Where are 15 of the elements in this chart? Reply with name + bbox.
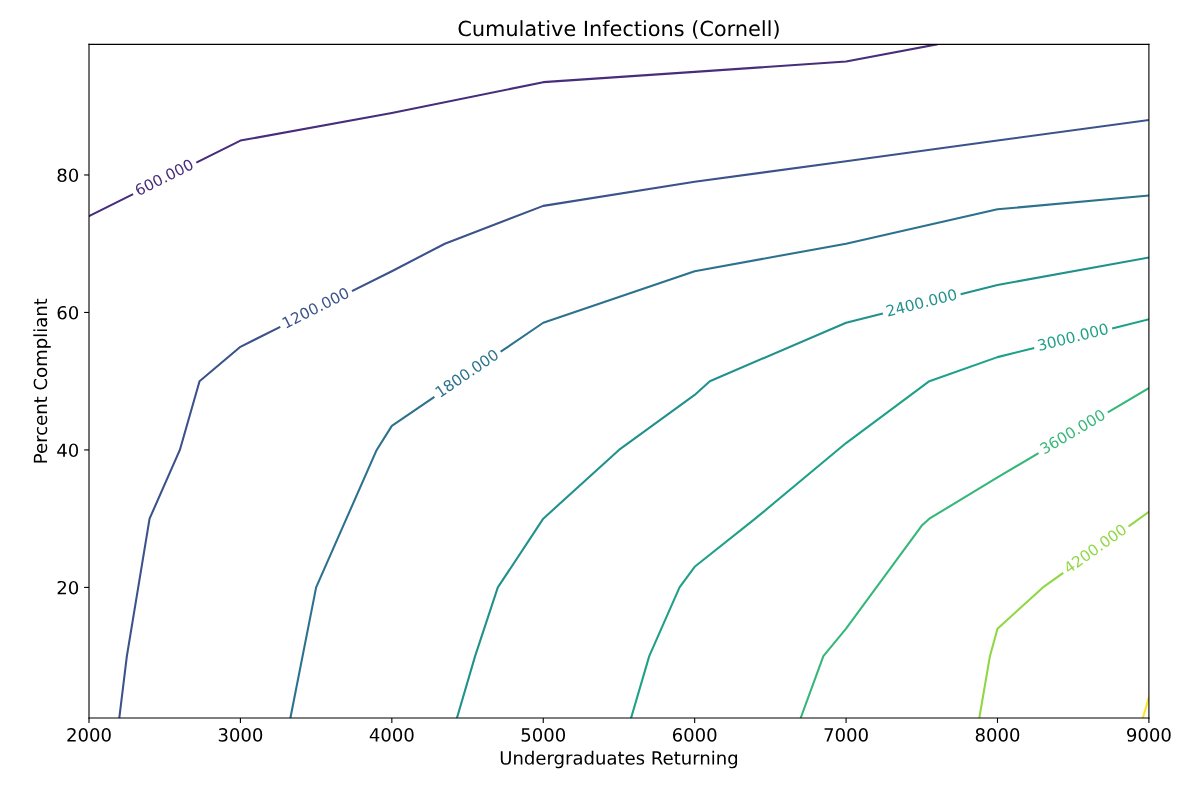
- y-axis-title: Percent Compliant: [33, 298, 51, 463]
- y-tick-label: 20: [57, 580, 79, 595]
- x-tick-label: 5000: [521, 728, 566, 742]
- x-tick-label: 7000: [824, 728, 868, 742]
- chart-title: Cumulative Infections (Cornell): [458, 20, 779, 39]
- x-tick-label: 9000: [1127, 728, 1171, 742]
- x-tick-label: 6000: [672, 728, 717, 742]
- x-tick-label: 8000: [975, 728, 1020, 742]
- x-tick-label: 3000: [218, 728, 263, 742]
- x-tick-label: 2000: [67, 728, 111, 742]
- y-tick-label: 80: [57, 168, 79, 183]
- x-axis-title: Undergraduates Returning: [500, 750, 738, 769]
- x-tick-label: 4000: [369, 728, 414, 742]
- y-tick-label: 60: [57, 305, 79, 320]
- y-tick-label: 40: [57, 443, 79, 458]
